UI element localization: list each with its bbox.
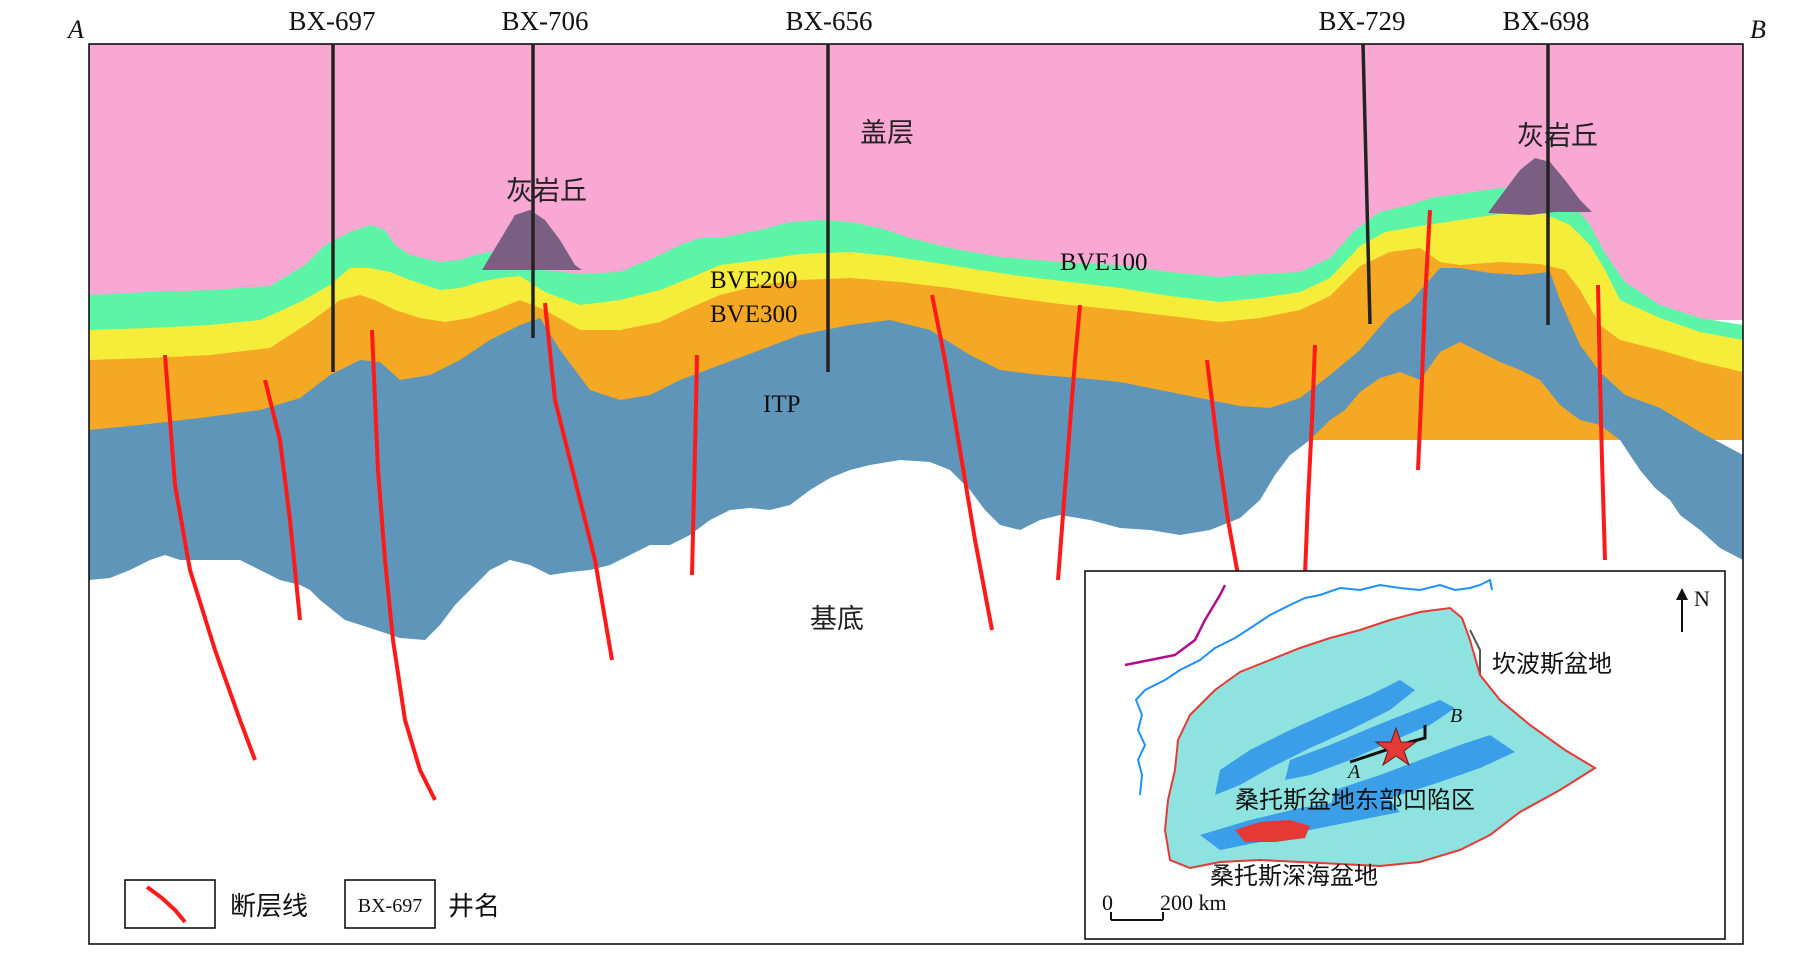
basement-label: 基底 <box>810 604 864 635</box>
fault-6 <box>930 294 994 631</box>
section-end-label: B <box>1750 15 1766 44</box>
well-label-bx-697: BX-697 <box>289 6 376 36</box>
legend-well-box-text: BX-697 <box>358 895 422 917</box>
eastern-depression-label: 桑托斯盆地东部凹陷区 <box>1235 786 1475 814</box>
inset-line-end: B <box>1450 705 1462 727</box>
depression-band-2 <box>1285 700 1455 780</box>
fault-5 <box>690 354 699 576</box>
fault-3 <box>370 329 437 801</box>
well-label-bx-698: BX-698 <box>1503 6 1590 36</box>
fault-2 <box>263 379 302 621</box>
scale-zero: 0 <box>1102 890 1113 915</box>
depression-band-3 <box>1330 735 1515 808</box>
mound-label-2: 灰岩丘 <box>1517 121 1598 152</box>
inset-section-line <box>1349 725 1427 764</box>
limestone-mound-2 <box>1488 158 1592 215</box>
scale-bar <box>1110 912 1164 921</box>
bve300-label: BVE300 <box>710 301 798 328</box>
coastline <box>1134 578 1493 796</box>
bve100-label: BVE100 <box>1060 249 1148 276</box>
legend-well-box <box>344 879 436 929</box>
santos-deep-basin-patch <box>1235 820 1310 842</box>
fault-10 <box>1416 209 1432 471</box>
fault-lines <box>163 209 1607 801</box>
inset-line-start: A <box>1346 761 1361 783</box>
mound-label-1: 灰岩丘 <box>506 176 587 207</box>
legend-fault-label: 断层线 <box>230 892 308 922</box>
legend-fault-swatch <box>145 885 187 924</box>
inset-map: A B N 坎波斯盆地 桑托斯盆地东部凹陷区 桑托斯深海盆地 0 200 km <box>1084 570 1726 940</box>
well-label-bx-656: BX-656 <box>786 6 873 36</box>
fault-11 <box>1596 284 1607 561</box>
itp-layer <box>89 268 1743 640</box>
state-border <box>1124 584 1227 667</box>
north-arrow-icon <box>1676 588 1688 632</box>
fault-9 <box>1303 344 1317 576</box>
fault-4 <box>543 302 614 661</box>
well-label-bx-706: BX-706 <box>502 6 589 36</box>
itp-label: ITP <box>763 391 801 418</box>
study-area-star-icon <box>1374 726 1418 767</box>
depression-band-1 <box>1215 680 1415 795</box>
legend-well-label: 井名 <box>448 892 500 922</box>
fault-1 <box>163 354 257 761</box>
well-bx-729 <box>1361 43 1372 325</box>
cap-layer-label: 盖层 <box>860 118 914 149</box>
legend: 断层线 BX-697 井名 <box>124 879 500 929</box>
well-label-bx-729: BX-729 <box>1319 6 1406 36</box>
section-frame <box>88 43 1744 945</box>
fault-7 <box>1056 304 1082 581</box>
bve200-label: BVE200 <box>710 267 798 294</box>
scale-value: 200 km <box>1160 890 1227 915</box>
cross-section <box>88 43 1744 945</box>
deep-basin-label: 桑托斯深海盆地 <box>1210 862 1378 890</box>
campos-basin-label: 坎波斯盆地 <box>1492 650 1612 678</box>
wells <box>331 43 1550 372</box>
north-label: N <box>1694 586 1710 611</box>
section-start-label: A <box>66 15 84 44</box>
fault-8 <box>1205 359 1240 576</box>
